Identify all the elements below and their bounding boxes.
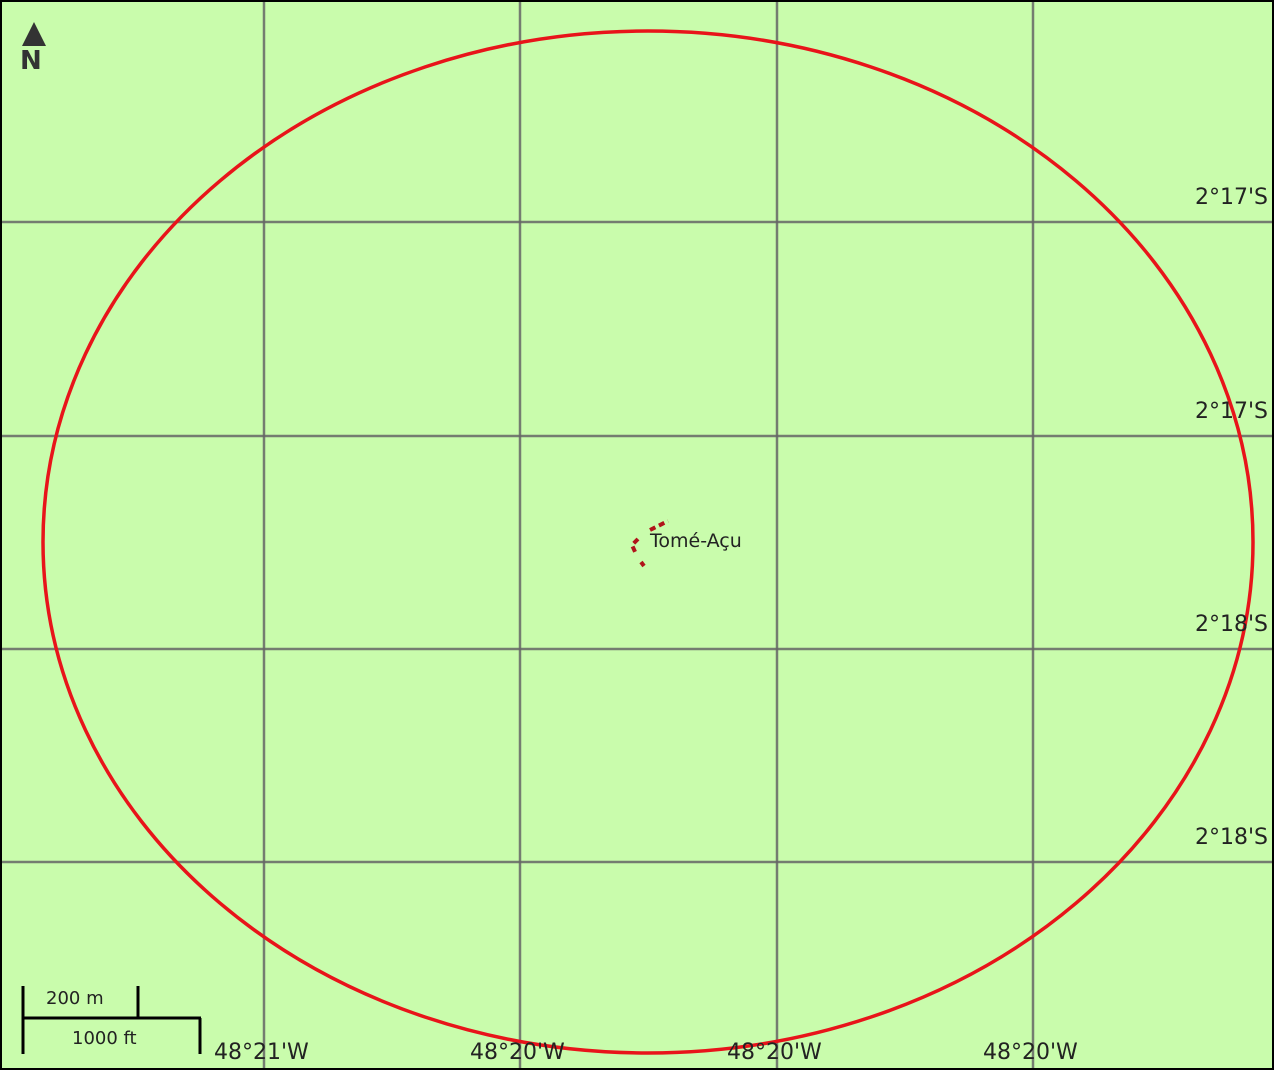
latitude-label: 2°18'S [1194, 612, 1268, 637]
longitude-label: 48°20'W [983, 1040, 1078, 1065]
scale-imperial-label: 1000 ft [72, 1028, 137, 1049]
longitude-label: 48°21'W [214, 1040, 309, 1065]
north-arrow-icon [22, 22, 46, 46]
latitude-label: 2°17'S [1194, 399, 1268, 424]
scale-metric-label: 200 m [46, 988, 104, 1009]
longitude-label: 48°20'W [470, 1040, 565, 1065]
latitude-label: 2°17'S [1194, 185, 1268, 210]
settlement-outline [629, 519, 669, 568]
longitude-label: 48°20'W [727, 1040, 822, 1065]
search-radius-circle [41, 29, 1255, 1055]
north-label: N [20, 46, 42, 76]
latitude-label: 2°18'S [1194, 825, 1268, 850]
place-label-tome-acu[interactable]: Tomé-Açu [650, 530, 742, 552]
scale-bar [21, 986, 202, 1054]
